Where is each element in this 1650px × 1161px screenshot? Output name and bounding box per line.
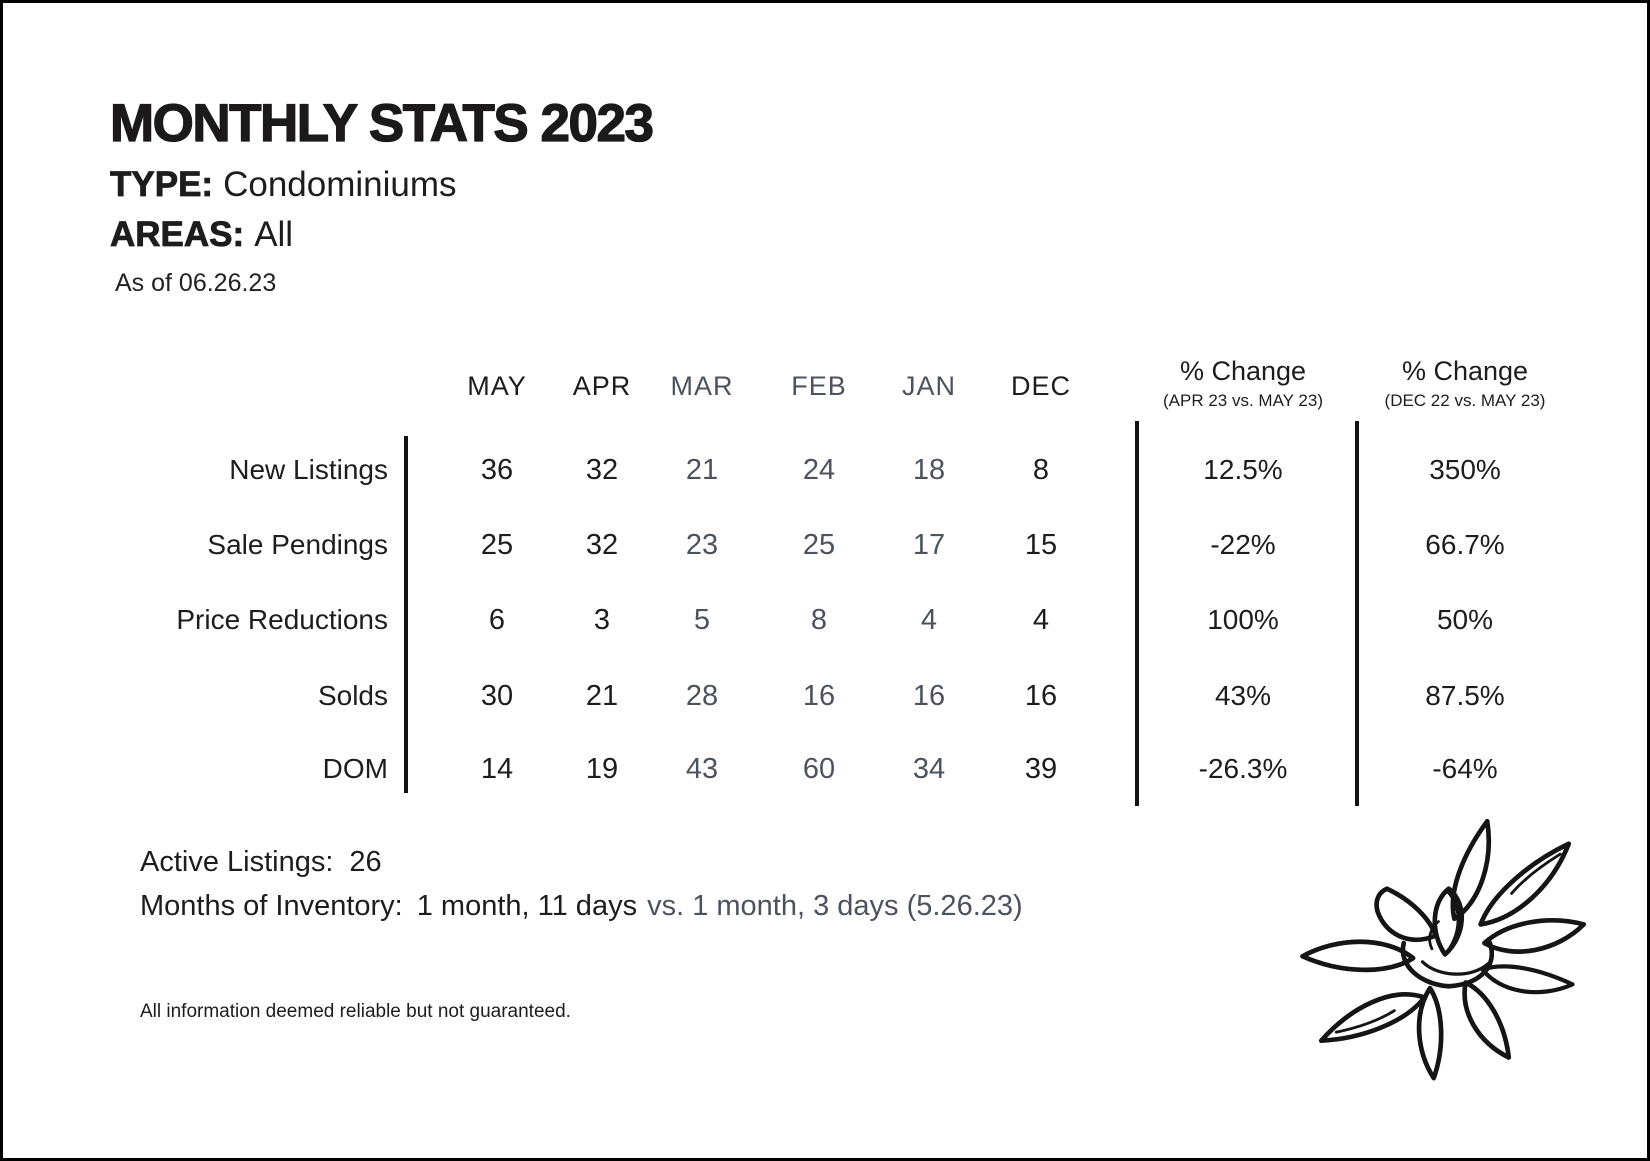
cell-new-listings-mar: 21 [685, 454, 719, 486]
cell-new-listings-apr: 32 [585, 454, 619, 486]
row-label-price-reductions: Price Reductions [176, 604, 388, 635]
column-header-change-dec-vs-may: % Change (DEC 22 vs. MAY 23) [1325, 355, 1605, 413]
cell-sale-pendings-mar: 23 [685, 529, 719, 561]
cell-dom-jan: 34 [912, 753, 946, 785]
page-title: MONTHLY STATS 2023 [109, 94, 654, 153]
cell-dom-change-1: -26.3% [1198, 753, 1288, 784]
areas-value: All [254, 215, 294, 255]
cell-sale-pendings-change-1: -22% [1210, 529, 1276, 560]
cell-solds-may: 30 [480, 680, 514, 712]
column-header-dec: DEC [1010, 371, 1071, 401]
cell-price-reductions-dec: 4 [1032, 604, 1050, 636]
change-header-subtitle: (DEC 22 vs. MAY 23) [1384, 391, 1546, 410]
column-header-apr: APR [572, 371, 632, 401]
cell-sale-pendings-may: 25 [480, 529, 514, 561]
header: MONTHLY STATS 2023 TYPE: Condominiums ARE… [109, 94, 654, 298]
months-of-inventory-current: 1 month, 11 days [416, 890, 638, 922]
cell-dom-change-2: -64% [1432, 753, 1498, 784]
cell-sale-pendings-feb: 25 [802, 529, 836, 561]
cell-solds-mar: 28 [685, 680, 719, 712]
cell-price-reductions-may: 6 [488, 604, 506, 636]
active-listings-value: 26 [349, 846, 382, 878]
as-of-date: As of 06.26.23 [115, 269, 277, 298]
divider-row-labels [404, 436, 408, 793]
row-label-new-listings: New Listings [229, 454, 388, 485]
column-header-feb: FEB [791, 371, 847, 401]
cell-new-listings-feb: 24 [802, 454, 836, 486]
divider-change-column-1 [1135, 421, 1139, 806]
disclaimer-text: All information deemed reliable but not … [140, 1001, 571, 1022]
cell-new-listings-dec: 8 [1032, 454, 1050, 486]
cell-solds-dec: 16 [1024, 680, 1058, 712]
cell-new-listings-jan: 18 [912, 454, 946, 486]
cell-dom-may: 14 [480, 753, 514, 785]
type-value: Condominiums [223, 165, 457, 205]
cell-price-reductions-mar: 5 [693, 604, 711, 636]
cell-solds-feb: 16 [802, 680, 836, 712]
change-header-title: % Change [1179, 356, 1307, 386]
type-line: TYPE: Condominiums [110, 165, 652, 205]
cell-price-reductions-change-1: 100% [1207, 604, 1279, 635]
column-header-jan: JAN [901, 371, 956, 401]
cell-dom-dec: 39 [1024, 753, 1058, 785]
cell-sale-pendings-jan: 17 [912, 529, 946, 561]
cell-solds-jan: 16 [912, 680, 946, 712]
months-of-inventory-label: Months of Inventory: [140, 890, 403, 922]
cell-solds-change-1: 43% [1214, 680, 1272, 711]
cell-dom-feb: 60 [802, 753, 836, 785]
cell-new-listings-change-2: 350% [1429, 454, 1501, 485]
column-header-change-apr-vs-may: % Change (APR 23 vs. MAY 23) [1103, 355, 1383, 413]
cell-sale-pendings-change-2: 66.7% [1425, 529, 1505, 560]
row-label-dom: DOM [322, 753, 388, 784]
divider-change-column-2 [1355, 421, 1359, 806]
areas-line: AREAS: All [110, 215, 652, 255]
cell-dom-apr: 19 [585, 753, 619, 785]
cell-price-reductions-jan: 4 [920, 604, 938, 636]
cell-new-listings-change-1: 12.5% [1203, 454, 1283, 485]
column-header-mar: MAR [670, 371, 734, 401]
cell-solds-apr: 21 [585, 680, 619, 712]
change-header-subtitle: (APR 23 vs. MAY 23) [1163, 391, 1323, 410]
cell-new-listings-may: 36 [480, 454, 514, 486]
cell-dom-mar: 43 [685, 753, 719, 785]
cell-sale-pendings-dec: 15 [1024, 529, 1058, 561]
row-label-solds: Solds [317, 680, 388, 711]
cell-price-reductions-apr: 3 [593, 604, 611, 636]
months-of-inventory-comparison: vs. 1 month, 3 days (5.26.23) [647, 890, 1023, 922]
months-of-inventory-line: Months of Inventory: 1 month, 11 days vs. … [140, 887, 1023, 925]
active-listings-line: Active Listings: 26 [140, 843, 1023, 881]
cell-price-reductions-change-2: 50% [1436, 604, 1494, 635]
cell-price-reductions-feb: 8 [810, 604, 828, 636]
summary: Active Listings: 26 Months of Inventory: 1… [140, 843, 1023, 925]
cell-solds-change-2: 87.5% [1425, 680, 1505, 711]
areas-label: AREAS: [110, 215, 245, 255]
magnolia-flower-logo [1295, 799, 1595, 1091]
type-label: TYPE: [110, 165, 214, 205]
cell-sale-pendings-apr: 32 [585, 529, 619, 561]
row-label-sale-pendings: Sale Pendings [207, 529, 388, 560]
change-header-title: % Change [1401, 356, 1529, 386]
column-header-may: MAY [467, 371, 527, 401]
active-listings-label: Active Listings: [140, 846, 334, 878]
